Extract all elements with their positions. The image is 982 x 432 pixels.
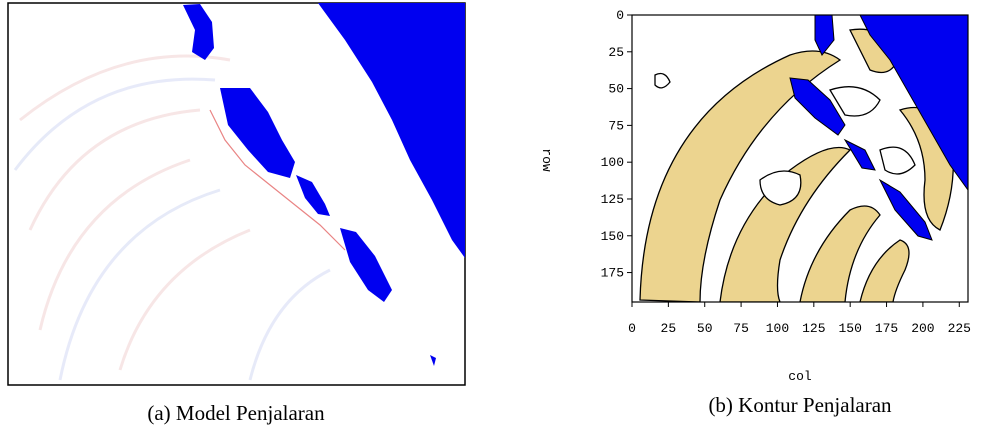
x-tick-label: 150 bbox=[838, 321, 861, 336]
x-tick-label: 200 bbox=[911, 321, 934, 336]
x-axis-label: col bbox=[788, 369, 812, 384]
x-tick-label: 125 bbox=[802, 321, 825, 336]
y-axis-label: row bbox=[539, 148, 554, 172]
caption: (a) Model Penjalaran bbox=[147, 401, 325, 425]
y-tick-label: 0 bbox=[616, 8, 624, 23]
y-tick-label: 175 bbox=[601, 266, 624, 281]
model-image bbox=[7, 2, 466, 386]
caption: (b) Kontur Penjalaran bbox=[708, 393, 892, 417]
y-tick-label: 50 bbox=[608, 82, 624, 97]
x-tick-label: 225 bbox=[948, 321, 971, 336]
axes: 0 25 50 75 100 125 150 175 200 225 0 25 50 75 100 125 15… bbox=[601, 8, 971, 336]
y-tick-label: 150 bbox=[601, 229, 624, 244]
y-tick-label: 75 bbox=[608, 118, 624, 133]
x-tick-label: 175 bbox=[875, 321, 898, 336]
x-tick-label: 100 bbox=[766, 321, 789, 336]
y-tick-label: 25 bbox=[608, 45, 624, 60]
y-tick-label: 125 bbox=[601, 192, 624, 207]
y-tick-label: 100 bbox=[601, 155, 624, 170]
x-tick-label: 75 bbox=[733, 321, 749, 336]
contour-image bbox=[631, 14, 969, 303]
x-tick-label: 25 bbox=[661, 321, 677, 336]
x-tick-label: 50 bbox=[697, 321, 713, 336]
x-tick-label: 0 bbox=[628, 321, 636, 336]
